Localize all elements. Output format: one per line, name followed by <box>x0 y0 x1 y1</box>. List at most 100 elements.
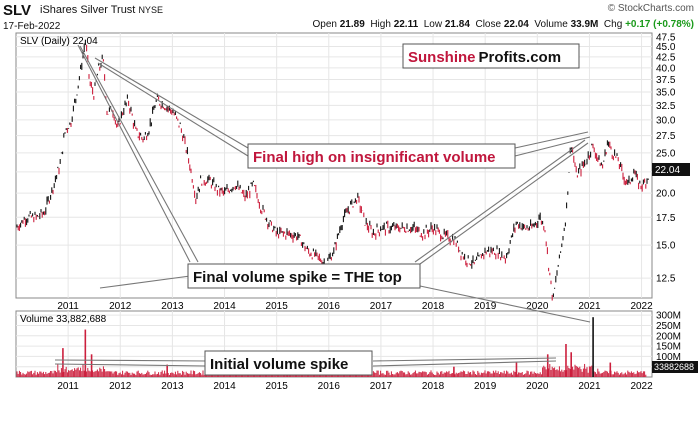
brand-box <box>402 43 580 69</box>
price-y-tick-label: 32.5 <box>656 101 676 112</box>
price-x-tick-label: 2017 <box>370 301 393 312</box>
price-x-tick-label: 2022 <box>630 301 653 312</box>
price-x-tick-label: 2018 <box>422 301 445 312</box>
quote-summary: Open 21.89 High 22.11 Low 21.84 Close 22… <box>312 19 694 30</box>
leader-initial-right-a <box>372 357 557 362</box>
price-y-tick-label: 20.0 <box>656 189 676 200</box>
volume-y-tick-label: 100M <box>656 352 681 363</box>
leader-initial-left-a <box>54 359 208 362</box>
callout-top: Final volume spike = THE top <box>193 269 402 286</box>
annotation-lines <box>54 44 591 367</box>
volume-value: 33.9M <box>570 19 599 30</box>
volume-x-tick-label: 2011 <box>57 381 79 392</box>
last-volume-label: 33882688 <box>654 362 694 372</box>
price-x-tick-label: 2014 <box>213 301 236 312</box>
price-x-tick-label: 2021 <box>578 301 601 312</box>
high-value: 22.11 <box>393 19 419 30</box>
brand-part2: Profits.com <box>479 49 562 66</box>
leader-initial-left-b <box>54 363 208 367</box>
volume-label: Volume <box>534 19 568 30</box>
close-label: Close <box>475 19 502 30</box>
volume-x-tick-label: 2012 <box>109 381 132 392</box>
open-value: 21.89 <box>339 19 365 30</box>
volume-y-tick-label: 250M <box>656 321 681 332</box>
price-y-tick-label: 42.5 <box>656 52 676 63</box>
volume-y-tick-label: 300M <box>656 311 681 322</box>
callout-initial: Initial volume spike <box>210 356 348 373</box>
leader-top-d <box>419 142 589 265</box>
chart-header: SLV iShares Silver Trust NYSE 17-Feb-202… <box>0 0 700 34</box>
ticker-symbol: SLV <box>3 2 32 19</box>
volume-y-tick-label: 200M <box>656 331 681 342</box>
volume-grid <box>16 311 652 377</box>
leader-high-left-a <box>94 57 249 149</box>
callout-initial-box <box>204 350 373 376</box>
price-x-tick-label: 2013 <box>161 301 184 312</box>
price-x-axis: 2011 2012 2013 2014 2015 2016 2017 2018 2019 2020… <box>57 301 653 312</box>
volume-x-tick-label: 2019 <box>474 381 497 392</box>
last-price-label: 22.04 <box>655 165 680 176</box>
leader-high-right-b <box>514 136 591 157</box>
security-name: iShares Silver Trust NYSE <box>40 4 163 16</box>
price-y-tick-label: 45.0 <box>656 42 676 53</box>
price-y-tick-label: 37.5 <box>656 75 676 86</box>
volume-x-tick-label: 2014 <box>213 381 236 392</box>
chg-label: Chg <box>603 19 623 30</box>
price-y-tick-label: 40.0 <box>656 63 676 74</box>
volume-x-tick-label: 2018 <box>422 381 445 392</box>
security-full-name: iShares Silver Trust <box>40 4 136 16</box>
price-y-tick-label: 17.5 <box>656 213 676 224</box>
price-x-tick-label: 2020 <box>526 301 549 312</box>
callout-top-box <box>187 263 421 289</box>
price-y-tick-label: 27.5 <box>656 131 676 142</box>
leader-high-left-b <box>97 62 249 157</box>
chg-value: +0.17 (+0.78%) <box>625 19 694 30</box>
price-y-tick-label: 47.5 <box>656 32 676 43</box>
price-x-tick-label: 2015 <box>266 301 289 312</box>
chart-date: 17-Feb-2022 <box>3 21 61 32</box>
price-y-tick-label: 12.5 <box>656 274 676 285</box>
volume-x-tick-label: 2013 <box>161 381 184 392</box>
volume-x-tick-label: 2020 <box>526 381 549 392</box>
leader-top-f <box>419 285 591 323</box>
volume-y-tick-label: 150M <box>656 342 681 353</box>
leader-top-a <box>77 44 191 263</box>
price-y-axis: 12.5 15.0 17.5 20.0 25.0 27.5 30.0 32.5 35.037.5… <box>656 32 676 284</box>
open-label: Open <box>312 19 337 30</box>
high-label: High <box>370 19 391 30</box>
callout-high: Final high on insignificant volume <box>253 149 496 166</box>
price-x-tick-label: 2011 <box>57 301 79 312</box>
price-y-tick-label: 30.0 <box>656 115 676 126</box>
volume-x-tick-label: 2022 <box>630 381 653 392</box>
callout-high-box <box>247 143 516 169</box>
price-y-tick-label: 15.0 <box>656 241 676 252</box>
brand-logo: Sunshine Profits.com <box>408 49 561 66</box>
price-x-tick-label: 2019 <box>474 301 497 312</box>
volume-x-tick-label: 2016 <box>318 381 341 392</box>
close-value: 22.04 <box>503 19 529 30</box>
brand-part1: Sunshine <box>408 49 476 66</box>
price-y-tick-label: 25.0 <box>656 148 676 159</box>
volume-x-tick-label: 2021 <box>578 381 601 392</box>
price-x-tick-label: 2012 <box>109 301 132 312</box>
price-series <box>16 39 649 301</box>
watermark: © StockCharts.com <box>607 3 694 14</box>
volume-x-axis: 2011 2012 2013 2014 2015 2016 2017 2018 2019 2020… <box>57 381 653 392</box>
price-panel-title: SLV (Daily) 22.04 <box>20 36 98 47</box>
volume-series <box>16 317 647 377</box>
leader-top-c <box>414 139 586 263</box>
volume-panel-title: Volume 33,882,688 <box>20 314 107 325</box>
last-price-tag <box>652 163 690 176</box>
exchange-label: NYSE <box>138 5 163 15</box>
volume-x-tick-label: 2017 <box>370 381 393 392</box>
low-value: 21.84 <box>444 19 470 30</box>
leader-initial-right-b <box>372 360 557 367</box>
leader-top-b <box>79 45 199 263</box>
last-volume-tag <box>652 361 698 373</box>
leader-high-right-a <box>514 131 589 149</box>
leader-top-e <box>99 275 191 289</box>
price-y-tick-label: 35.0 <box>656 87 676 98</box>
price-x-tick-label: 2016 <box>318 301 341 312</box>
volume-x-tick-label: 2015 <box>266 381 289 392</box>
